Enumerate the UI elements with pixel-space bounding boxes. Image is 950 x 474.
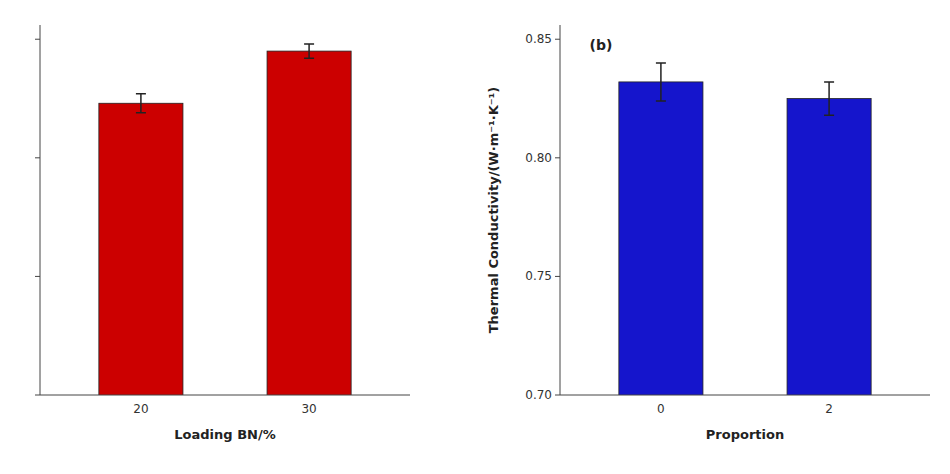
x-tick-label: 0 [657,402,665,416]
x-tick-label: 30 [301,402,316,416]
bar [99,103,183,395]
y-tick-label: 0.75 [525,269,552,283]
y-tick [555,276,560,277]
error-bar [136,94,146,113]
y-tick-label: 0.85 [525,32,552,46]
x-axis-label: Proportion [706,427,784,442]
y-tick [555,157,560,158]
x-axis-line [40,395,410,396]
error-bar [824,82,834,115]
y-tick [35,157,40,158]
y-tick [555,39,560,40]
panel: 20 30 Loading BN/% [35,25,410,474]
bars [99,44,351,395]
y-tick [35,276,40,277]
error-bar [656,63,666,101]
y-tick-label: 0.80 [525,151,552,165]
bars [619,63,871,395]
y-tick [35,395,40,396]
y-axis-line [40,25,41,395]
error-bar [304,44,314,58]
chart: 20 30 Loading BN/% 0.70 0.75 0.80 0.85 0 2 Propor… [0,0,950,474]
y-tick-label: 0.70 [525,388,552,402]
y-axis-label: Thermal Conductivity/(W·m⁻¹·K⁻¹) [486,87,501,334]
y-tick [35,39,40,40]
bar [619,82,703,395]
y-tick [555,395,560,396]
x-axis-label: Loading BN/% [174,427,275,442]
x-tick-label: 2 [825,402,833,416]
y-axis-line [560,25,561,395]
bar [267,51,351,395]
x-tick-label: 20 [133,402,148,416]
panel-label: (b) [590,37,613,53]
x-axis-line [560,395,930,396]
panel: 0.70 0.75 0.80 0.85 0 2 Proportion Thermal Cond… [486,25,930,474]
bar [787,99,871,395]
